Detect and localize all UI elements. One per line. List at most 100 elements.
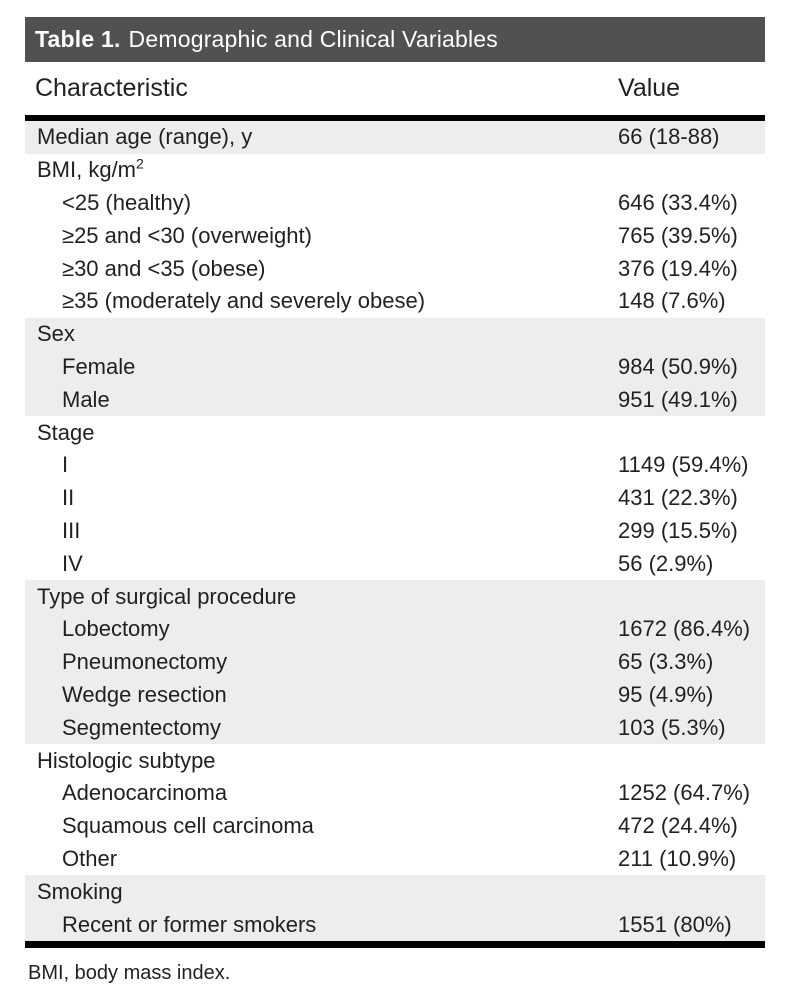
row-characteristic-superscript: 2 xyxy=(136,155,144,172)
row-characteristic-text: Pneumonectomy xyxy=(62,649,228,675)
bottom-rule xyxy=(25,940,765,948)
row-characteristic: Male xyxy=(25,387,618,413)
column-header-row: Characteristic Value xyxy=(25,62,765,115)
row-characteristic-text: Squamous cell carcinoma xyxy=(62,813,314,839)
row-characteristic: Sex xyxy=(25,321,618,347)
table-row: ≥25 and <30 (overweight) 765 (39.5%) xyxy=(25,219,765,252)
table-row: Female 984 (50.9%) xyxy=(25,350,765,384)
table-row: ≥35 (moderately and severely obese) 148 (… xyxy=(25,285,765,318)
row-value: 376 (19.4%) xyxy=(618,255,738,281)
row-value: 95 (4.9%) xyxy=(618,681,714,707)
row-characteristic-text: Other xyxy=(62,845,118,871)
table-footnote: BMI, body mass index. xyxy=(28,961,231,984)
table-row: I 1149 (59.4%) xyxy=(25,449,765,482)
row-characteristic-text: Segmentectomy xyxy=(62,714,221,740)
row-characteristic-text: ≥25 and <30 (overweight) xyxy=(62,222,312,248)
table-row: IV 56 (2.9%) xyxy=(25,547,765,580)
row-value: 211 (10.9%) xyxy=(618,845,737,871)
row-characteristic: Wedge resection xyxy=(25,682,618,708)
table-row: Type of surgical procedure xyxy=(25,580,765,613)
row-characteristic: Stage xyxy=(25,420,618,446)
row-characteristic: Recent or former smokers xyxy=(25,912,618,938)
table-row: Sex xyxy=(25,317,765,351)
row-characteristic: Segmentectomy xyxy=(25,715,618,741)
header-rule xyxy=(25,115,765,121)
row-characteristic-text: Stage xyxy=(37,419,95,445)
table-row: Smoking xyxy=(25,875,765,909)
row-value: 984 (50.9%) xyxy=(618,353,738,379)
table-row: Median age (range), y 66 (18-88) xyxy=(25,121,765,154)
column-header-value: Value xyxy=(618,74,681,102)
table-title-bar: Table 1. Demographic and Clinical Variab… xyxy=(25,17,765,62)
table-row: Segmentectomy 103 (5.3%) xyxy=(25,711,765,745)
row-value: 646 (33.4%) xyxy=(618,189,738,215)
row-characteristic-text: Recent or former smokers xyxy=(62,911,317,937)
row-value: 65 (3.3%) xyxy=(618,649,714,675)
table-row: Histologic subtype xyxy=(25,744,765,777)
table-row: II 431 (22.3%) xyxy=(25,482,765,515)
table-row: ≥30 and <35 (obese) 376 (19.4%) xyxy=(25,252,765,285)
demographics-clinical-table: Table 1. Demographic and Clinical Variab… xyxy=(25,17,765,985)
row-characteristic: Median age (range), y xyxy=(25,124,618,150)
row-characteristic: ≥30 and <35 (obese) xyxy=(25,256,618,282)
row-characteristic-text: Median age (range), y xyxy=(37,124,253,150)
row-characteristic-text: Type of surgical procedure xyxy=(37,583,297,609)
row-characteristic: ≥35 (moderately and severely obese) xyxy=(25,288,618,314)
row-value: 56 (2.9%) xyxy=(618,550,714,576)
table-row: Lobectomy 1672 (86.4%) xyxy=(25,612,765,646)
row-characteristic-text: Histologic subtype xyxy=(37,747,216,773)
row-value: 472 (24.4%) xyxy=(618,813,738,839)
row-characteristic: Histologic subtype xyxy=(25,748,618,774)
table-row: Squamous cell carcinoma 472 (24.4%) xyxy=(25,810,765,843)
row-value: 765 (39.5%) xyxy=(618,222,738,248)
row-characteristic: Smoking xyxy=(25,879,618,905)
row-characteristic-text: IV xyxy=(62,550,83,576)
row-characteristic: II xyxy=(25,485,618,511)
row-characteristic: <25 (healthy) xyxy=(25,190,618,216)
table-row: Other 211 (10.9%) xyxy=(25,843,765,876)
row-value: 66 (18-88) xyxy=(618,124,720,150)
row-characteristic: I xyxy=(25,452,618,478)
table-row: Stage xyxy=(25,416,765,449)
row-value: 1551 (80%) xyxy=(618,911,732,937)
table-row: Recent or former smokers 1551 (80%) xyxy=(25,908,765,941)
row-characteristic-text: Wedge resection xyxy=(62,681,227,707)
row-value: 951 (49.1%) xyxy=(618,386,738,412)
table-number: Table 1. xyxy=(35,26,121,52)
row-characteristic-text: Sex xyxy=(37,321,75,347)
table-row: Male 951 (49.1%) xyxy=(25,383,765,417)
row-characteristic-text: III xyxy=(62,517,81,543)
row-characteristic: BMI, kg/m2 xyxy=(25,157,618,183)
row-characteristic: Lobectomy xyxy=(25,616,618,642)
table-row: BMI, kg/m2 xyxy=(25,154,765,187)
row-characteristic: ≥25 and <30 (overweight) xyxy=(25,223,618,249)
row-value: 103 (5.3%) xyxy=(618,714,726,740)
row-characteristic: III xyxy=(25,518,618,544)
row-characteristic: IV xyxy=(25,551,618,577)
row-value: 431 (22.3%) xyxy=(618,485,738,511)
row-characteristic-text: <25 (healthy) xyxy=(62,189,192,215)
table-body: Median age (range), y 66 (18-88) BMI, kg/m… xyxy=(25,121,765,941)
row-characteristic: Pneumonectomy xyxy=(25,649,618,675)
row-characteristic-text: II xyxy=(62,485,75,511)
row-characteristic: Other xyxy=(25,846,618,872)
table-title: Demographic and Clinical Variables xyxy=(128,26,498,52)
row-value: 1252 (64.7%) xyxy=(618,780,751,806)
row-characteristic: Adenocarcinoma xyxy=(25,780,618,806)
row-characteristic-text: Lobectomy xyxy=(62,616,170,642)
row-characteristic-text: Smoking xyxy=(37,878,123,904)
row-characteristic: Squamous cell carcinoma xyxy=(25,813,618,839)
row-value: 1149 (59.4%) xyxy=(618,452,749,478)
row-characteristic-text: ≥30 and <35 (obese) xyxy=(62,255,266,281)
row-characteristic-text: ≥35 (moderately and severely obese) xyxy=(62,288,426,314)
row-characteristic: Female xyxy=(25,354,618,380)
row-characteristic-text: I xyxy=(62,452,69,478)
row-characteristic-text: Male xyxy=(62,386,110,412)
table-row: Pneumonectomy 65 (3.3%) xyxy=(25,645,765,679)
row-value: 148 (7.6%) xyxy=(618,288,726,314)
column-header-characteristic: Characteristic xyxy=(35,74,188,102)
row-characteristic: Type of surgical procedure xyxy=(25,584,618,610)
row-value: 1672 (86.4%) xyxy=(618,616,751,642)
row-value: 299 (15.5%) xyxy=(618,517,738,543)
row-characteristic-text: Adenocarcinoma xyxy=(62,780,228,806)
